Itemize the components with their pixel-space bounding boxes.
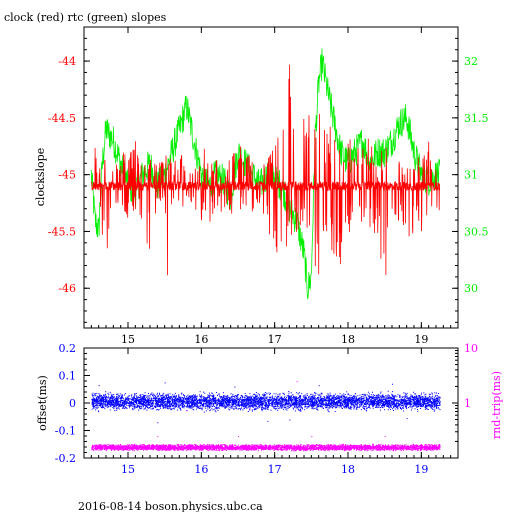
rnd-trip-y-tick-label: 1 [464, 397, 471, 410]
offset-y-tick-label: -0.2 [55, 452, 76, 465]
rnd-trip-outlier-point [296, 381, 298, 383]
rnd-trip-outlier-point [157, 436, 159, 438]
offset-x-tick-label: 19 [414, 463, 428, 476]
clock-series-line [90, 64, 441, 276]
offset-outlier-point [318, 385, 320, 387]
offset-plot-area [91, 381, 441, 452]
rtc-y-tick-label: 30 [464, 282, 478, 295]
rnd-trip-outlier-point [384, 436, 386, 438]
slopes-x-tick-label: 16 [194, 333, 208, 346]
clockslope-y-tick-label: -46 [58, 282, 76, 295]
clockslope-axis-label: clockslope [34, 148, 47, 206]
clockslope-y-tick-label: -45 [58, 169, 76, 182]
offset-outlier-point [406, 418, 408, 420]
rnd-trip-outlier-point [186, 409, 188, 411]
slopes-plot-area [90, 48, 441, 300]
offset-outlier-point [289, 419, 291, 421]
rtc-series-line [90, 48, 441, 300]
slopes-x-tick-label: 17 [268, 333, 282, 346]
offset-x-tick-label: 17 [268, 463, 282, 476]
offset-outlier-point [98, 385, 100, 387]
slopes-x-tick-label: 19 [414, 333, 428, 346]
footer-caption: 2016-08-14 boson.physics.ubc.ca [78, 500, 263, 512]
offset-axes: 15 16 17 18 19 0.2 0.1 0 -0.1 -0.2 10 1 [55, 342, 478, 476]
offset-y-tick-label: -0.1 [55, 425, 76, 438]
offset-y-tick-label: 0.2 [59, 342, 77, 355]
rnd-trip-outlier-point [238, 436, 239, 438]
rnd-trip-axis-label: rnd-trip(ms) [490, 371, 503, 439]
clockslope-y-tick-label: -44.5 [48, 112, 76, 125]
offset-outlier-point [392, 383, 393, 385]
rnd-trip-series-points [91, 443, 441, 452]
offset-x-tick-label: 16 [194, 463, 208, 476]
offset-y-tick-label: 0 [69, 397, 76, 410]
slopes-panel: 15 16 17 18 19 -44 -44.5 -45 -45.5 -46 32 31.5 31 30.… [34, 26, 489, 346]
rnd-trip-outlier-point [249, 408, 250, 410]
offset-axis-label: offset(ms) [36, 375, 49, 431]
clockslope-y-tick-label: -44 [58, 55, 76, 68]
slopes-x-tick-label: 18 [341, 333, 355, 346]
clockslope-y-tick-label: -45.5 [48, 225, 76, 238]
offset-x-tick-label: 15 [121, 463, 135, 476]
rtc-y-tick-label: 31 [464, 169, 478, 182]
offset-outlier-point [164, 382, 166, 384]
slopes-axes: 15 16 17 18 19 -44 -44.5 -45 -45.5 -46 32 31.5 31 30.… [48, 27, 489, 346]
rtc-y-tick-label: 30.5 [464, 225, 489, 238]
chart-title: clock (red) rtc (green) slopes [4, 11, 167, 24]
slopes-x-tick-label: 15 [121, 333, 135, 346]
offset-x-tick-label: 18 [341, 463, 355, 476]
offset-y-tick-label: 0.1 [59, 370, 77, 383]
offset-outlier-point [267, 420, 269, 422]
offset-series-points [91, 390, 441, 413]
rtc-y-tick-label: 31.5 [464, 112, 489, 125]
rtc-y-tick-label: 32 [464, 55, 478, 68]
slopes-frame [83, 26, 459, 329]
offset-outlier-point [234, 386, 236, 388]
rnd-trip-outlier-point [311, 436, 313, 438]
rnd-trip-y-tick-label: 10 [464, 342, 478, 355]
offset-outlier-point [157, 422, 159, 424]
